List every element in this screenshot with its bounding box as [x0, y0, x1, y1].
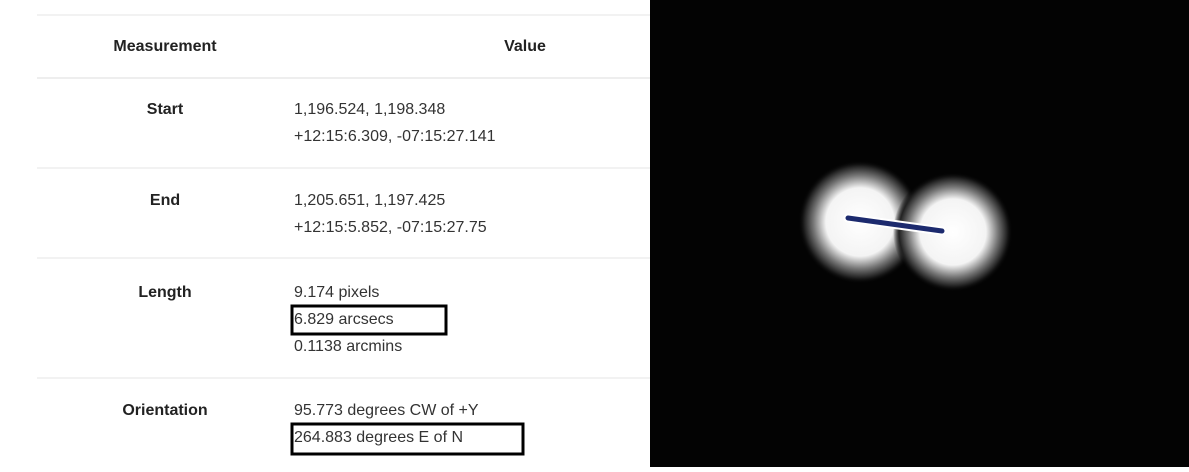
row-value: 1,205.651, 1,197.425: [294, 192, 445, 209]
row-value: 95.773 degrees CW of +Y: [294, 402, 479, 419]
row-label: End: [150, 192, 180, 209]
row-value: +12:15:6.309, -07:15:27.141: [294, 128, 496, 145]
page: Measurement Value Start 1,196.524, 1,198.34…: [0, 0, 1189, 467]
column-header: Measurement: [113, 38, 217, 55]
star-blob: [893, 172, 1013, 292]
row-value: 9.174 pixels: [294, 284, 379, 301]
column-header: Value: [504, 38, 546, 55]
screenshot: Measurement Value Start 1,196.524, 1,198.34…: [0, 0, 1189, 467]
row-value: 0.1138 arcmins: [294, 338, 402, 355]
row-value: +12:15:5.852, -07:15:27.75: [294, 219, 487, 236]
row-label: Start: [147, 101, 184, 118]
row-label: Length: [138, 284, 191, 301]
row-value: 6.829 arcsecs: [294, 311, 394, 328]
row-value: 264.883 degrees E of N: [294, 429, 463, 446]
row-value: 1,196.524, 1,198.348: [294, 101, 445, 118]
row-label: Orientation: [122, 402, 207, 419]
